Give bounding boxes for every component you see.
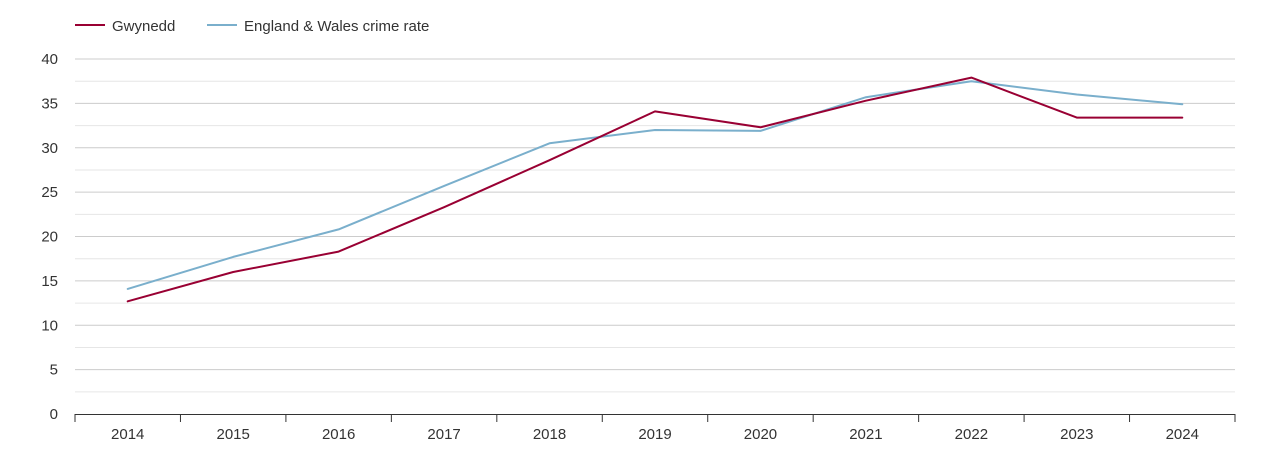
legend: Gwynedd England & Wales crime rate	[75, 18, 429, 35]
series-line-gwynedd[interactable]	[126, 76, 1184, 303]
x-tick-label: 2019	[638, 426, 671, 443]
legend-label-england-wales: England & Wales crime rate	[244, 18, 429, 35]
x-tick-label: 2020	[744, 426, 777, 443]
x-tick-label: 2018	[533, 426, 566, 443]
x-tick-label: 2014	[111, 426, 144, 443]
x-tick-label: 2021	[849, 426, 882, 443]
y-tick-label: 35	[41, 95, 58, 112]
x-tick-label: 2023	[1060, 426, 1093, 443]
legend-item-gwynedd[interactable]: Gwynedd	[75, 18, 175, 35]
x-tick-label: 2022	[955, 426, 988, 443]
series-line-england-wales-crime-rate[interactable]	[126, 80, 1184, 290]
y-tick-label: 5	[50, 362, 58, 379]
y-tick-label: 20	[41, 229, 58, 246]
legend-label-gwynedd: Gwynedd	[112, 18, 175, 35]
y-tick-label: 25	[41, 184, 58, 201]
x-tick-label: 2024	[1166, 426, 1199, 443]
x-axis-ticks: 2014 2015 2016 2017 2018 2019 2020 2021 2022 2023…	[74, 414, 1236, 443]
y-tick-label: 30	[41, 140, 58, 157]
legend-item-england-wales[interactable]: England & Wales crime rate	[207, 18, 429, 35]
y-axis-ticks: 0 5 10 15 20 25 30 35 40	[41, 51, 58, 423]
x-tick-label: 2016	[322, 426, 355, 443]
x-tick-label: 2015	[216, 426, 249, 443]
y-tick-label: 15	[41, 273, 58, 290]
y-tick-label: 10	[41, 317, 58, 334]
series-lines	[126, 76, 1184, 303]
gridlines	[75, 58, 1235, 393]
x-tick-label: 2017	[427, 426, 460, 443]
y-tick-label: 40	[41, 51, 58, 68]
y-tick-label: 0	[50, 406, 58, 423]
